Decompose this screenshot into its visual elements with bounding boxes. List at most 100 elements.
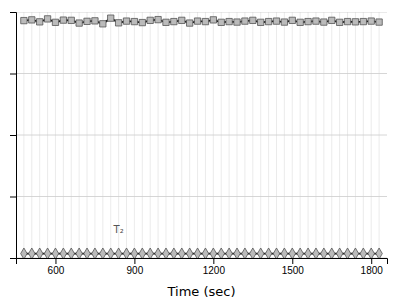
series-marker: [21, 17, 27, 23]
series-marker: [179, 248, 185, 258]
series-marker: [194, 18, 200, 24]
series-marker: [21, 248, 27, 258]
series-marker: [210, 248, 216, 258]
series-marker: [179, 17, 185, 23]
y-tick: [10, 74, 16, 75]
chart-container: 600900120015001800T₂Time (sec): [0, 0, 403, 304]
series-marker: [281, 19, 287, 25]
series-marker: [131, 248, 137, 258]
x-tick-mark: [213, 258, 214, 264]
series-marker: [321, 248, 327, 258]
series-marker: [123, 248, 129, 258]
series-marker: [115, 20, 121, 26]
series-marker: [305, 18, 311, 24]
x-tick: 1500: [282, 258, 305, 276]
chart-svg: 600900120015001800T₂Time (sec): [0, 0, 403, 304]
x-axis-title: Time (sec): [166, 284, 235, 299]
series-marker: [352, 19, 358, 25]
x-axis: 600 900 1200 1500 1800: [17, 258, 388, 276]
series-marker: [100, 21, 106, 27]
y-tick: [10, 12, 16, 13]
series-marker: [218, 248, 224, 258]
series-marker: [368, 248, 374, 258]
series-marker: [273, 18, 279, 24]
series-marker: [313, 18, 319, 24]
series-marker: [60, 248, 66, 258]
series-marker: [123, 18, 129, 24]
series-marker: [218, 19, 224, 25]
series-marker: [376, 248, 382, 258]
series-marker: [147, 248, 153, 258]
y-tick-mark: [10, 258, 16, 259]
x-tick: 1800: [361, 258, 384, 276]
series-marker: [202, 18, 208, 24]
series-marker: [68, 17, 74, 23]
series-marker: [171, 18, 177, 24]
series-marker: [107, 248, 113, 258]
series-marker: [44, 248, 50, 258]
h-grid-line: [16, 73, 387, 74]
y-tick: [10, 197, 16, 198]
series-marker: [29, 17, 35, 23]
series-marker: [92, 18, 98, 24]
series-marker: [329, 17, 335, 23]
series-marker: [155, 248, 161, 258]
series-marker: [76, 20, 82, 26]
series-marker: [336, 19, 342, 25]
series-marker: [139, 19, 145, 25]
x-axis-line: [17, 259, 388, 265]
series-marker: [250, 17, 256, 23]
x-tick-mark: [134, 258, 135, 264]
series-marker: [60, 17, 66, 23]
series-marker: [273, 248, 279, 258]
series-marker: [281, 248, 287, 258]
series-marker: [242, 248, 248, 258]
plot: 600900120015001800T₂: [10, 12, 388, 276]
series-marker: [257, 248, 263, 258]
series-marker: [360, 18, 366, 24]
series-marker: [297, 19, 303, 25]
series-marker: [368, 18, 374, 24]
series-markers: [21, 15, 383, 27]
series-marker: [100, 248, 106, 258]
x-tick: 600: [48, 258, 65, 276]
y-tick-mark: [10, 12, 16, 13]
series-layer: [21, 15, 383, 258]
series-marker: [147, 17, 153, 23]
h-grid-line: [16, 196, 387, 197]
y-tick-mark: [10, 135, 16, 136]
series-marker: [36, 248, 42, 258]
x-tick-mark: [371, 258, 372, 264]
series-marker: [376, 19, 382, 25]
series-marker: [108, 15, 114, 21]
series-marker: [344, 18, 350, 24]
series-marker: [258, 19, 264, 25]
series-marker: [289, 248, 295, 258]
x-tick: 900: [127, 258, 144, 276]
series-marker: [84, 248, 90, 258]
x-tick-label: 600: [48, 265, 65, 276]
series-marker: [313, 248, 319, 258]
series-marker: [265, 248, 271, 258]
h-grid-line: [16, 135, 387, 136]
series-marker: [194, 248, 200, 258]
series-marker: [92, 248, 98, 258]
x-tick-label: 1200: [203, 265, 226, 276]
series-marker: [265, 18, 271, 24]
series-marker: [289, 17, 295, 23]
series-marker: [163, 248, 169, 258]
series-marker: [76, 248, 82, 258]
series-marker: [155, 16, 161, 22]
series-marker: [344, 248, 350, 258]
x-tick-label: 1500: [282, 265, 305, 276]
series-marker: [234, 19, 240, 25]
series-marker: [115, 248, 121, 258]
y-tick-mark: [10, 74, 16, 75]
series-marker: [37, 19, 43, 25]
series-marker: [171, 248, 177, 258]
series-marker: [250, 248, 256, 258]
x-tick-label: 1800: [361, 265, 384, 276]
x-tick-label: 900: [127, 265, 144, 276]
series-marker: [186, 248, 192, 258]
series-markers: [21, 248, 383, 258]
